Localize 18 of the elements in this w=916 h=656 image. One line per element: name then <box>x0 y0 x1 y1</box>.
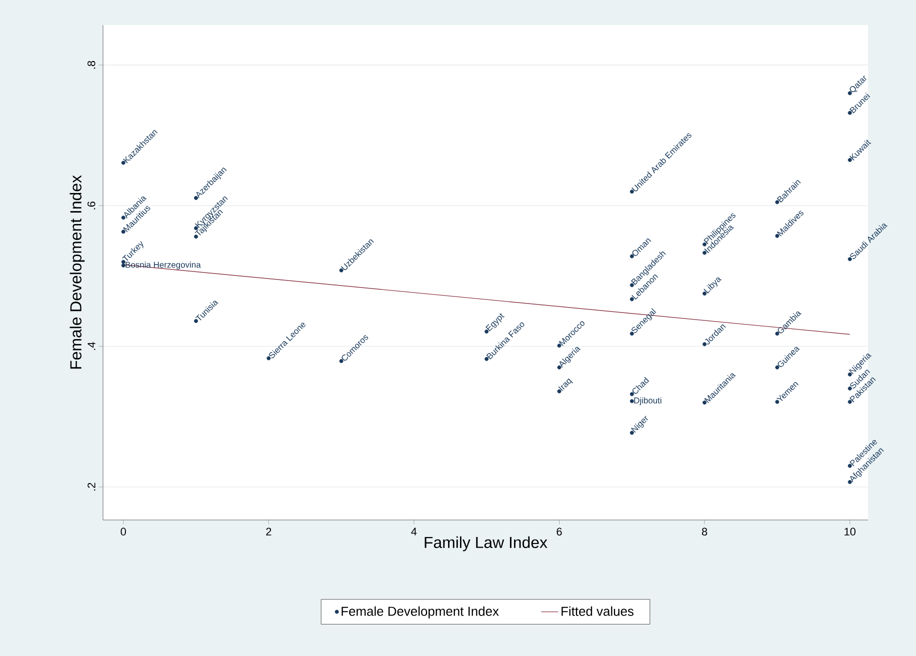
legend-label: Fitted values <box>562 606 634 616</box>
y-tick-label: .6 <box>87 202 96 210</box>
x-tick-label: 8 <box>702 528 708 536</box>
y-tick-label: .2 <box>88 482 96 491</box>
x-axis-title: Family Law Index <box>424 536 548 552</box>
y-tick-label: .8 <box>87 60 96 69</box>
y-tick-label: .4 <box>88 342 96 350</box>
x-tick-label: 6 <box>556 528 562 536</box>
x-tick-label: 4 <box>411 528 417 536</box>
x-tick-label: 0 <box>120 528 126 536</box>
point <box>121 263 126 268</box>
annotation: Djibouti <box>634 397 662 406</box>
y-axis-title: Female Development Index <box>70 175 85 369</box>
x-tick-label: 10 <box>844 528 856 536</box>
point <box>630 399 634 404</box>
x-tick-label: 2 <box>266 528 272 536</box>
legend-label: Female Development Index <box>342 606 499 618</box>
annotation: Iraq <box>558 378 574 392</box>
